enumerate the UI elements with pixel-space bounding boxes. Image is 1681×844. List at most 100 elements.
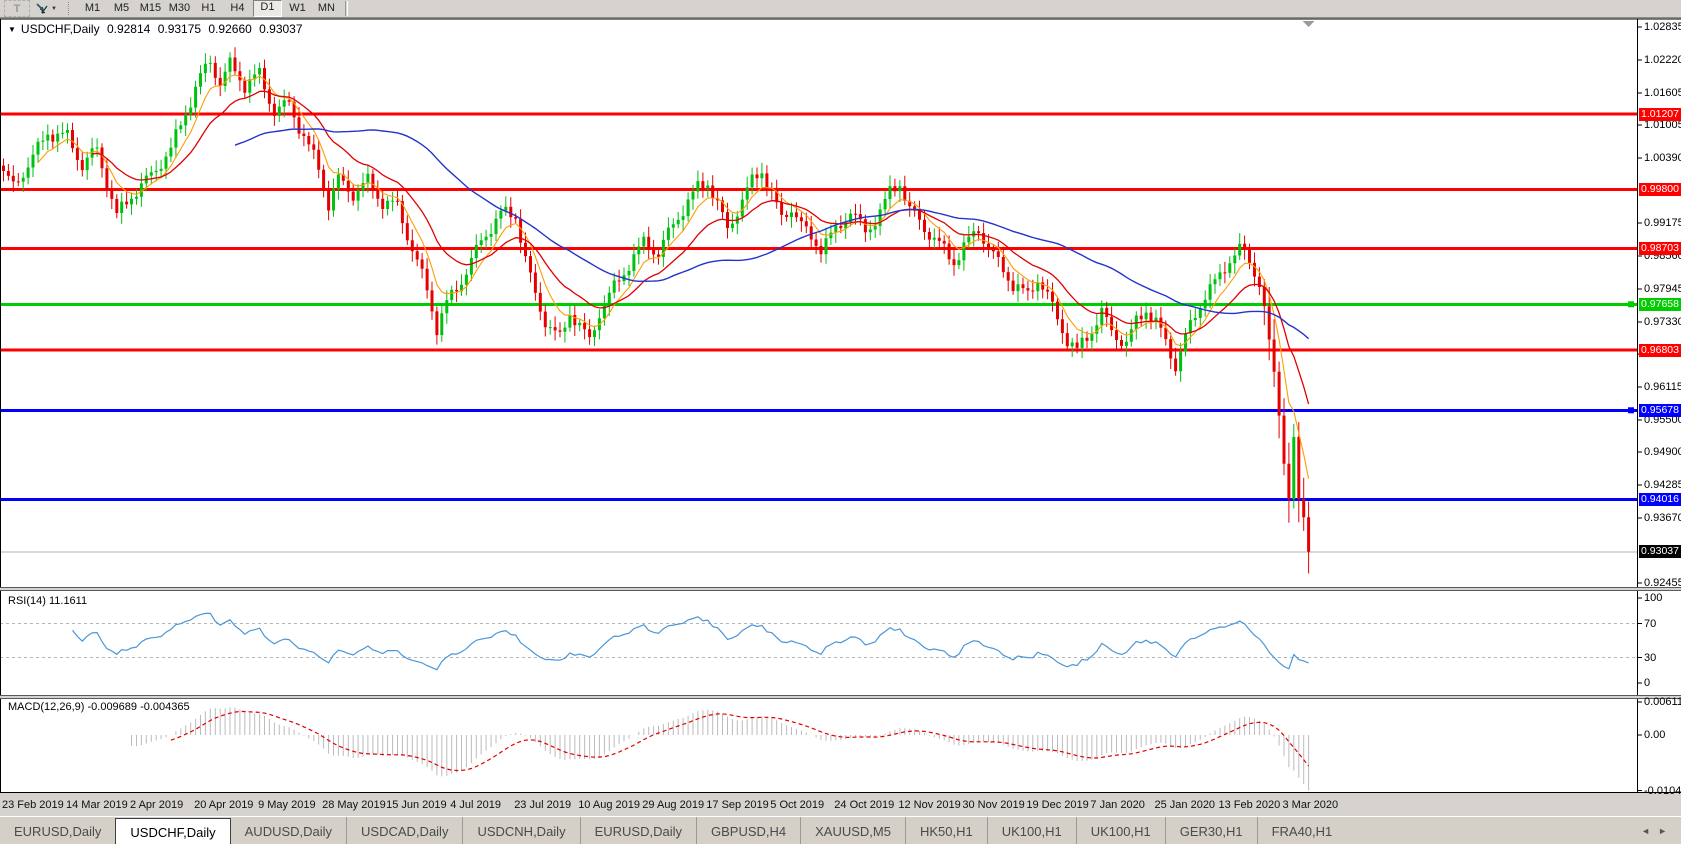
cursor-mode-icon bbox=[36, 3, 48, 14]
chart-shift-marker-icon[interactable] bbox=[1302, 21, 1315, 27]
high-value: 0.93175 bbox=[157, 22, 202, 36]
chart-tab-uk100-h1[interactable]: UK100,H1 bbox=[1075, 817, 1165, 844]
macd-signal-line bbox=[170, 710, 1310, 772]
timeframe-button-m15[interactable]: M15 bbox=[139, 2, 162, 14]
macd-name: MACD(12,26,9) bbox=[8, 701, 85, 713]
chart-ohlc-readout: ▼ USDCHF,Daily 0.92814 0.93175 0.92660 0.… bbox=[8, 22, 307, 36]
chart-background bbox=[0, 19, 1681, 792]
ma-fast-line bbox=[37, 74, 1310, 479]
price-axis-tick-label: 0.99175 bbox=[1644, 217, 1681, 229]
date-axis-label: 15 Jun 2019 bbox=[386, 799, 447, 811]
chart-tab-audusd-daily[interactable]: AUDUSD,Daily bbox=[244, 823, 333, 839]
timeframe-button-d1[interactable]: D1 bbox=[252, 0, 282, 17]
date-axis-label: 23 Feb 2019 bbox=[2, 799, 64, 811]
price-axis-tick-label: 1.02835 bbox=[1644, 21, 1681, 33]
rsi-indicator-readout: RSI(14) 11.1611 bbox=[8, 595, 87, 607]
chart-tab-fra40-h1[interactable]: FRA40,H1 bbox=[1256, 817, 1347, 844]
low-value: 0.92660 bbox=[208, 22, 252, 36]
cursor-mode-button[interactable]: ▼ bbox=[32, 1, 60, 16]
pane-splitter[interactable] bbox=[0, 587, 1681, 590]
symbol-dropdown-icon[interactable]: ▼ bbox=[8, 25, 16, 34]
top-toolbar: T ▼ M1 M5 M15 M30 H1 H4 D1 W1 MN bbox=[0, 0, 1681, 18]
date-axis-label: 10 Aug 2019 bbox=[578, 799, 640, 811]
macd-histogram bbox=[131, 707, 1310, 791]
macd-indicator-readout: MACD(12,26,9) -0.009689 -0.004365 bbox=[8, 701, 190, 713]
timeframe-button-mn[interactable]: MN bbox=[317, 2, 335, 14]
toolbar-grip-handle[interactable] bbox=[67, 2, 73, 15]
date-axis-label: 23 Jul 2019 bbox=[514, 799, 572, 811]
macd-axis-tick-label: 0.006115 bbox=[1644, 696, 1681, 708]
macd-values: -0.009689 -0.004365 bbox=[87, 701, 190, 713]
current-price-badge: 0.93037 bbox=[1639, 545, 1681, 559]
macd-axis-tick-label: 0.00 bbox=[1644, 729, 1666, 741]
chart-tab-usdcnh-daily[interactable]: USDCNH,Daily bbox=[462, 817, 579, 844]
timeframe-button-h1[interactable]: H1 bbox=[201, 2, 216, 14]
chart-tab-bar: EURUSD,Daily USDCHF,Daily AUDUSD,Daily USDC… bbox=[0, 816, 1681, 844]
chart-tab-hk50-h1[interactable]: HK50,H1 bbox=[904, 817, 987, 844]
price-axis-tick-label: 1.02220 bbox=[1644, 53, 1681, 66]
price-axis-tick-label: 0.94285 bbox=[1644, 478, 1681, 491]
symbol-period-label: USDCHF,Daily bbox=[20, 22, 100, 36]
date-axis-label: 30 Nov 2019 bbox=[962, 799, 1025, 811]
price-axis-tick-label: 1.00390 bbox=[1644, 152, 1681, 164]
rsi-name: RSI(14) bbox=[8, 595, 46, 607]
date-axis-label: 25 Jan 2020 bbox=[1154, 799, 1216, 811]
macd-axis-tick-label: -0.010441 bbox=[1644, 784, 1681, 797]
tab-scroll-right-button[interactable]: ► bbox=[1658, 826, 1667, 836]
ma-mid-line bbox=[92, 90, 1310, 405]
chart-tab-eurusd-daily[interactable]: EURUSD,Daily bbox=[579, 817, 696, 844]
line-selection-handle[interactable] bbox=[1628, 301, 1634, 308]
price-axis-tick-label: 0.95500 bbox=[1644, 413, 1681, 426]
timeframe-button-m1[interactable]: M1 bbox=[84, 2, 101, 14]
timeframe-button-w1[interactable]: W1 bbox=[289, 2, 306, 14]
chart-tab-usdcad-daily[interactable]: USDCAD,Daily bbox=[346, 817, 462, 844]
chart-tab-uk100-h1[interactable]: UK100,H1 bbox=[986, 817, 1076, 844]
date-axis-label: 20 Apr 2019 bbox=[194, 799, 254, 811]
price-axis-tick-label: 1.01605 bbox=[1644, 86, 1681, 99]
rsi-line bbox=[72, 612, 1309, 671]
price-axis-tick-label: 0.93670 bbox=[1644, 511, 1681, 524]
timeframe-toolbar: M1 M5 M15 M30 H1 H4 D1 W1 MN bbox=[78, 0, 341, 17]
date-axis-label: 17 Sep 2019 bbox=[706, 799, 769, 811]
timeframe-button-h4[interactable]: H4 bbox=[230, 2, 245, 14]
date-axis-label: 12 Nov 2019 bbox=[898, 799, 961, 811]
date-axis-label: 29 Aug 2019 bbox=[642, 799, 705, 811]
chart-tab-gbpusd-h4[interactable]: GBPUSD,H4 bbox=[695, 817, 800, 844]
price-axis-tick-label: 1.01005 bbox=[1644, 119, 1681, 131]
chart-tab-ger30-h1[interactable]: GER30,H1 bbox=[1164, 817, 1257, 844]
chart-tab-usdchf-daily[interactable]: USDCHF,Daily bbox=[115, 818, 231, 844]
timeframe-button-m5[interactable]: M5 bbox=[113, 2, 130, 14]
chevron-down-icon: ▼ bbox=[51, 5, 57, 12]
timeframe-button-m30[interactable]: M30 bbox=[168, 2, 191, 14]
date-axis-label: 7 Jan 2020 bbox=[1090, 799, 1145, 811]
price-level-badge: 0.94016 bbox=[1639, 492, 1681, 506]
date-axis-label: 9 May 2019 bbox=[258, 799, 316, 811]
price-axis-tick-label: 0.97945 bbox=[1644, 282, 1681, 295]
chart-tab-xauusd-m5[interactable]: XAUUSD,M5 bbox=[800, 817, 905, 844]
date-axis-label: 2 Apr 2019 bbox=[130, 799, 184, 811]
rsi-axis-tick-label: 100 bbox=[1644, 592, 1663, 604]
date-axis-label: 13 Feb 2020 bbox=[1218, 799, 1281, 811]
tab-scroll-controls: ◄ ► bbox=[1637, 817, 1681, 844]
price-level-badge: 1.01207 bbox=[1639, 107, 1681, 121]
date-axis-label: 4 Jul 2019 bbox=[450, 799, 501, 811]
toolbar-separator bbox=[344, 1, 348, 16]
rsi-axis-tick-label: 0 bbox=[1644, 677, 1651, 689]
date-axis-label: 24 Oct 2019 bbox=[834, 799, 895, 811]
price-axis-tick-label: 0.97330 bbox=[1644, 315, 1681, 328]
date-axis-label: 5 Oct 2019 bbox=[770, 799, 825, 811]
pane-splitter[interactable] bbox=[0, 695, 1681, 698]
rsi-axis-tick-label: 70 bbox=[1644, 617, 1657, 630]
close-value: 0.93037 bbox=[259, 22, 303, 36]
price-level-badge: 0.99800 bbox=[1639, 183, 1681, 197]
chart-tab-eurusd-daily[interactable]: EURUSD,Daily bbox=[14, 823, 102, 839]
line-selection-handle[interactable] bbox=[1628, 407, 1634, 414]
date-axis-label: 3 Mar 2020 bbox=[1282, 799, 1339, 811]
ma-slow-line bbox=[234, 128, 1310, 340]
price-level-badge: 0.96803 bbox=[1639, 343, 1681, 357]
price-axis-tick-label: 0.96115 bbox=[1644, 380, 1681, 393]
tab-scroll-left-button[interactable]: ◄ bbox=[1641, 826, 1651, 836]
text-tool-button[interactable]: T bbox=[4, 0, 30, 17]
